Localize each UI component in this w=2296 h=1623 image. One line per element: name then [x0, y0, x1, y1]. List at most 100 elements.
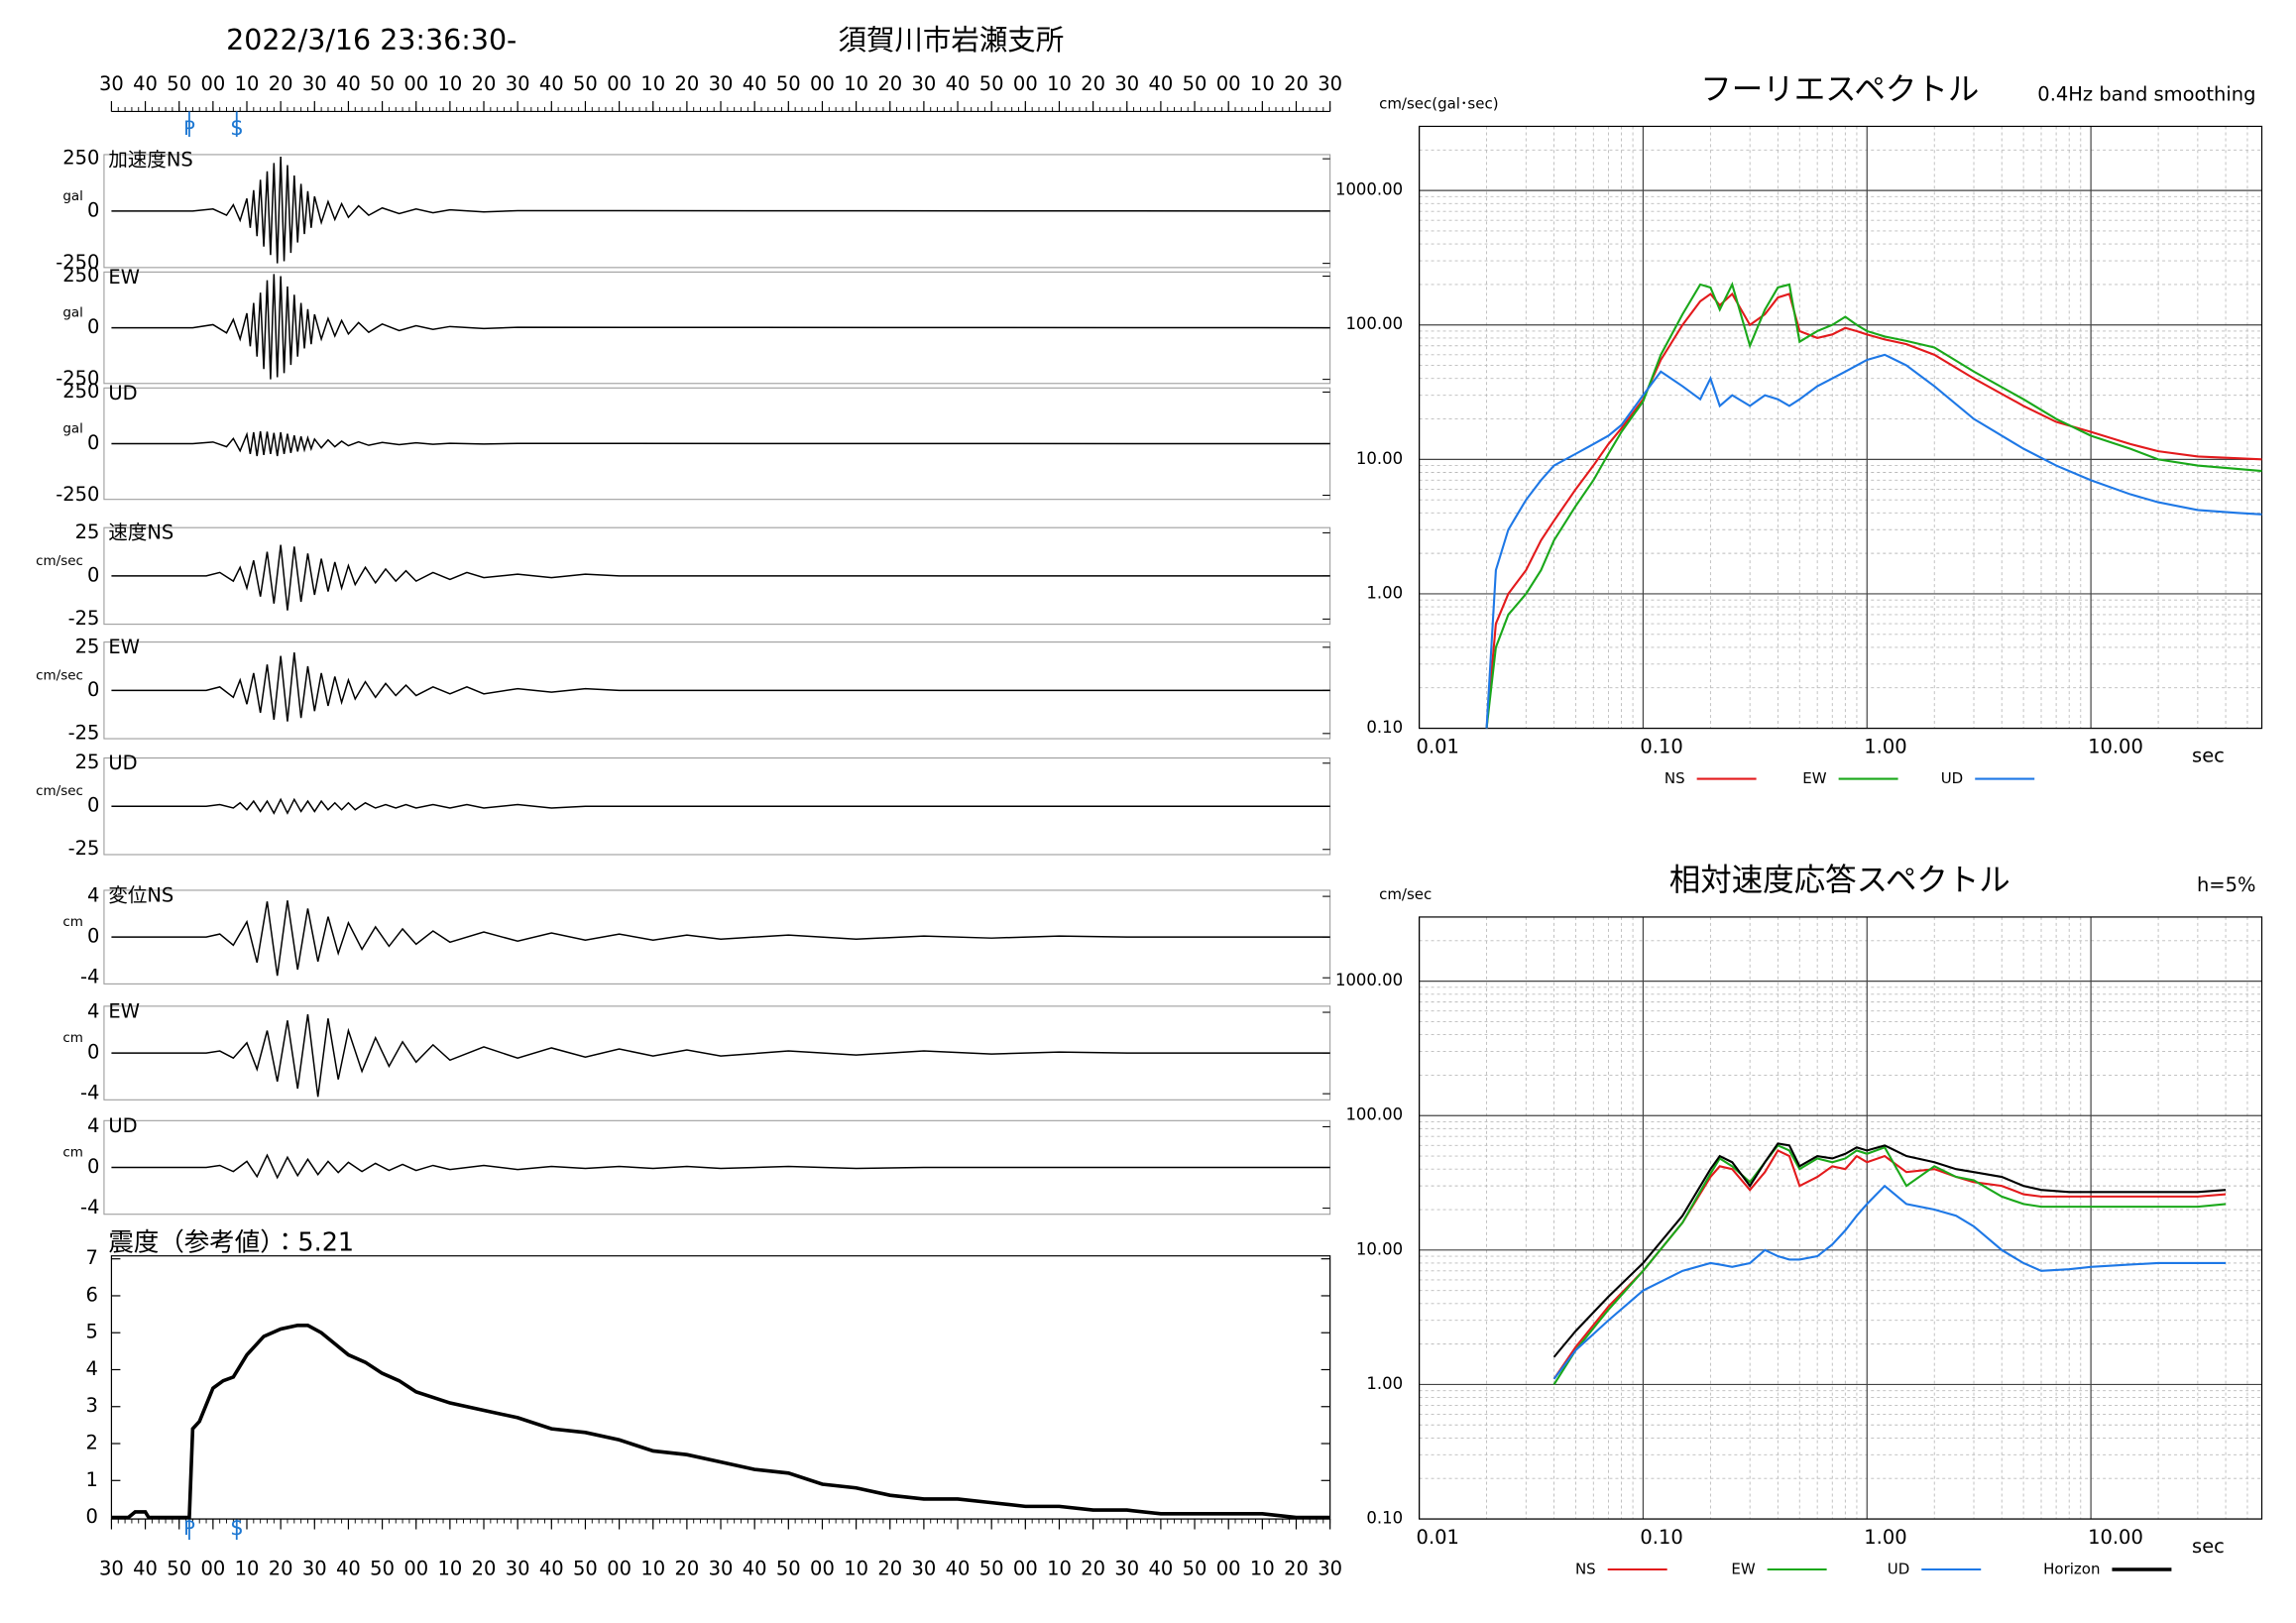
unit-label: cm/sec [36, 553, 83, 569]
time-tick-label: 50 [979, 1558, 1004, 1580]
time-tick-label: 10 [844, 1558, 868, 1580]
waveform-line [111, 900, 1330, 977]
time-tick-label: 30 [912, 1558, 937, 1580]
spectrum-line [1552, 1144, 2227, 1385]
y-tick-label: 7 [86, 1246, 98, 1269]
time-tick-label: 50 [370, 72, 395, 95]
panel-label: 速度NS [108, 522, 173, 544]
y-tick-label: 2 [86, 1432, 98, 1454]
y-tick-label: 10.00 [1356, 1239, 1403, 1258]
y-tick-label: -4 [80, 1196, 99, 1218]
time-tick-label: 20 [269, 72, 293, 95]
y-tick-label: 100.00 [1345, 1105, 1403, 1124]
time-tick-label: 20 [877, 72, 902, 95]
y-tick-label: 0 [87, 563, 99, 586]
legend-label: NS [1665, 769, 1685, 787]
time-tick-label: 40 [946, 1558, 971, 1580]
legend-label: EW [1802, 769, 1826, 787]
time-tick-label: 40 [1149, 72, 1174, 95]
x-axis-label: sec [2192, 1535, 2225, 1558]
time-tick-label: 30 [1318, 72, 1342, 95]
phase-marker-label: S [231, 117, 243, 140]
time-tick-label: 40 [539, 1558, 564, 1580]
y-tick-label: 250 [62, 264, 99, 287]
unit-label: cm/sec [36, 783, 83, 799]
y-tick-label: 100.00 [1345, 314, 1403, 333]
time-tick-label: 50 [1183, 72, 1207, 95]
panel-label: EW [108, 636, 140, 658]
plot-frame [1418, 125, 2263, 730]
y-tick-label: 6 [86, 1283, 98, 1306]
time-tick-label: 20 [674, 1558, 699, 1580]
time-tick-label: 30 [506, 1558, 530, 1580]
time-tick-label: 40 [946, 72, 971, 95]
time-tick-label: 50 [167, 1558, 191, 1580]
time-tick-label: 40 [743, 72, 767, 95]
time-tick-label: 20 [269, 1558, 293, 1580]
spectrum-line [1552, 1142, 2227, 1358]
waveform-line [111, 651, 1330, 722]
time-tick-label: 20 [1284, 72, 1309, 95]
waveform-line [111, 797, 1330, 815]
legend-label: UD [1888, 1561, 1910, 1578]
record-datetime: 2022/3/16 23:36:30- [226, 24, 517, 57]
time-tick-label: 40 [133, 72, 158, 95]
time-tick-label: 00 [1013, 1558, 1038, 1580]
unit-label: cm/sec [36, 667, 83, 683]
legend-label: NS [1575, 1561, 1596, 1578]
x-tick-label: 10.00 [2088, 1526, 2143, 1549]
waveform-line [111, 544, 1330, 611]
time-tick-label: 10 [640, 1558, 665, 1580]
time-tick-label: 00 [200, 1558, 225, 1580]
panel-label: EW [108, 266, 140, 289]
legend-label: EW [1731, 1561, 1755, 1578]
x-tick-label: 1.00 [1864, 736, 1906, 758]
time-tick-label: 10 [844, 72, 868, 95]
y-tick-label: 4 [86, 1357, 98, 1380]
unit-label: cm [62, 1145, 83, 1161]
time-tick-label: 30 [709, 1558, 734, 1580]
unit-label: cm [62, 1030, 83, 1046]
y-tick-label: 0 [87, 431, 99, 454]
panel-label: UD [108, 382, 137, 405]
time-tick-label: 50 [776, 1558, 801, 1580]
time-tick-label: 30 [302, 72, 327, 95]
time-tick-label: 30 [912, 72, 937, 95]
spectrum-line [1552, 1184, 2227, 1380]
y-tick-label: 0.10 [1366, 1509, 1403, 1528]
time-tick-label: 40 [743, 1558, 767, 1580]
spectrum-line [1552, 1149, 2227, 1380]
unit-label: gal [62, 188, 83, 204]
time-tick-label: 00 [403, 1558, 428, 1580]
time-tick-label: 00 [1216, 72, 1241, 95]
spectrum-subtitle: 0.4Hz band smoothing [2037, 82, 2255, 105]
time-tick-label: 20 [1081, 1558, 1105, 1580]
y-tick-label: -25 [68, 721, 100, 744]
y-tick-label: 0 [87, 1041, 99, 1064]
intensity-line [111, 1323, 1330, 1520]
y-tick-label: 0 [87, 678, 99, 701]
time-tick-label: 10 [437, 72, 462, 95]
time-tick-label: 20 [1081, 72, 1105, 95]
y-tick-label: 0 [87, 925, 99, 948]
waveform-line [111, 1153, 1330, 1180]
time-tick-label: 10 [640, 72, 665, 95]
waveform-line [111, 274, 1330, 380]
y-tick-label: 4 [87, 1000, 99, 1023]
time-tick-label: 30 [99, 72, 124, 95]
time-tick-label: 10 [1047, 72, 1072, 95]
unit-label: gal [62, 305, 83, 321]
waveform-line [111, 157, 1330, 264]
time-tick-label: 00 [1013, 72, 1038, 95]
panel-frame [110, 1255, 1331, 1520]
y-tick-label: -4 [80, 1082, 99, 1104]
time-tick-label: 00 [607, 1558, 631, 1580]
y-tick-label: 5 [86, 1321, 98, 1343]
phase-marker-label: S [231, 1517, 243, 1540]
time-tick-label: 10 [1250, 72, 1275, 95]
x-axis-label: sec [2192, 745, 2225, 767]
x-tick-label: 0.10 [1640, 736, 1682, 758]
unit-label: gal [62, 421, 83, 437]
